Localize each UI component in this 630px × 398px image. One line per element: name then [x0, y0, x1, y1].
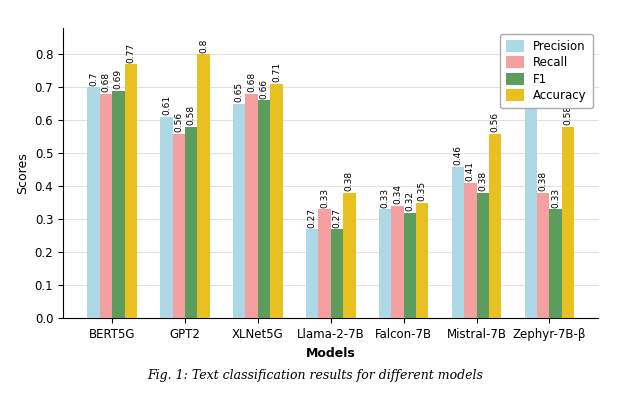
- Bar: [112, 91, 125, 318]
- Bar: [537, 193, 549, 318]
- Text: 0.34: 0.34: [393, 185, 402, 205]
- Bar: [160, 117, 173, 318]
- Bar: [464, 183, 476, 318]
- Text: 0.61: 0.61: [162, 95, 171, 115]
- Bar: [489, 133, 501, 318]
- Bar: [404, 213, 416, 318]
- Text: Fig. 1: Text classification results for different models: Fig. 1: Text classification results for …: [147, 369, 483, 382]
- Bar: [233, 104, 246, 318]
- Text: 0.71: 0.71: [272, 62, 281, 82]
- Text: 0.68: 0.68: [101, 72, 110, 92]
- Text: 0.33: 0.33: [551, 188, 560, 208]
- Bar: [173, 133, 185, 318]
- Bar: [549, 209, 562, 318]
- Text: 0.77: 0.77: [126, 43, 135, 62]
- Text: 0.38: 0.38: [345, 171, 354, 191]
- Bar: [246, 94, 258, 318]
- Text: 0.7: 0.7: [89, 71, 98, 86]
- Text: 0.56: 0.56: [175, 112, 183, 132]
- Bar: [416, 203, 428, 318]
- Text: 0.38: 0.38: [539, 171, 547, 191]
- Bar: [391, 206, 404, 318]
- Text: 0.8: 0.8: [199, 38, 208, 53]
- Text: 0.41: 0.41: [466, 161, 475, 181]
- Text: 0.75: 0.75: [526, 49, 536, 69]
- Text: 0.65: 0.65: [235, 82, 244, 102]
- Bar: [343, 193, 355, 318]
- Y-axis label: Scores: Scores: [16, 152, 29, 194]
- Text: 0.66: 0.66: [260, 79, 268, 99]
- Bar: [270, 84, 283, 318]
- Bar: [88, 87, 100, 318]
- Text: 0.69: 0.69: [114, 69, 123, 89]
- Bar: [125, 64, 137, 318]
- Text: 0.46: 0.46: [454, 145, 462, 165]
- Bar: [562, 127, 574, 318]
- Text: 0.35: 0.35: [418, 181, 427, 201]
- Bar: [318, 209, 331, 318]
- Text: 0.27: 0.27: [307, 208, 317, 228]
- Bar: [452, 166, 464, 318]
- Bar: [379, 209, 391, 318]
- Text: 0.27: 0.27: [333, 208, 341, 228]
- Text: 0.68: 0.68: [247, 72, 256, 92]
- Bar: [258, 100, 270, 318]
- Text: 0.38: 0.38: [478, 171, 487, 191]
- Text: 0.58: 0.58: [563, 105, 573, 125]
- X-axis label: Models: Models: [306, 347, 355, 360]
- Bar: [525, 71, 537, 318]
- Legend: Precision, Recall, F1, Accuracy: Precision, Recall, F1, Accuracy: [500, 34, 593, 108]
- Text: 0.32: 0.32: [405, 191, 415, 211]
- Bar: [185, 127, 197, 318]
- Text: 0.58: 0.58: [186, 105, 196, 125]
- Text: 0.56: 0.56: [491, 112, 500, 132]
- Text: 0.33: 0.33: [381, 188, 389, 208]
- Bar: [197, 54, 210, 318]
- Bar: [476, 193, 489, 318]
- Bar: [100, 94, 112, 318]
- Bar: [331, 229, 343, 318]
- Text: 0.33: 0.33: [320, 188, 329, 208]
- Bar: [306, 229, 318, 318]
